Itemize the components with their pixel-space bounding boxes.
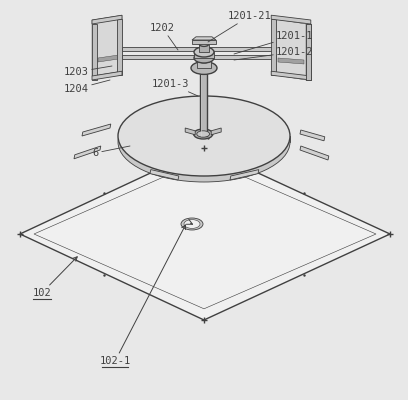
Text: 1201-1: 1201-1 bbox=[234, 31, 313, 54]
Polygon shape bbox=[194, 52, 214, 58]
Polygon shape bbox=[230, 170, 259, 180]
Ellipse shape bbox=[118, 102, 290, 182]
Polygon shape bbox=[306, 24, 311, 80]
Ellipse shape bbox=[181, 218, 203, 230]
Polygon shape bbox=[92, 15, 122, 76]
Ellipse shape bbox=[194, 53, 214, 63]
Ellipse shape bbox=[194, 47, 214, 57]
Polygon shape bbox=[150, 170, 179, 180]
Polygon shape bbox=[92, 71, 122, 80]
Polygon shape bbox=[74, 146, 101, 159]
Polygon shape bbox=[118, 136, 290, 142]
Text: 1204: 1204 bbox=[64, 80, 110, 94]
Ellipse shape bbox=[118, 96, 290, 176]
Polygon shape bbox=[271, 71, 311, 80]
Polygon shape bbox=[192, 37, 216, 40]
Polygon shape bbox=[117, 19, 122, 75]
Polygon shape bbox=[185, 128, 195, 135]
Polygon shape bbox=[271, 15, 311, 24]
Polygon shape bbox=[82, 124, 111, 136]
Text: 1203: 1203 bbox=[64, 66, 112, 77]
Ellipse shape bbox=[199, 42, 209, 46]
Polygon shape bbox=[20, 148, 390, 320]
Polygon shape bbox=[197, 59, 211, 68]
Ellipse shape bbox=[194, 129, 213, 139]
Ellipse shape bbox=[197, 131, 210, 137]
Polygon shape bbox=[200, 72, 207, 136]
Text: 102-1: 102-1 bbox=[100, 225, 186, 366]
Ellipse shape bbox=[184, 220, 200, 228]
Text: 1202: 1202 bbox=[150, 23, 178, 50]
Polygon shape bbox=[98, 55, 117, 62]
Polygon shape bbox=[122, 47, 276, 51]
Ellipse shape bbox=[197, 56, 211, 63]
Polygon shape bbox=[300, 146, 329, 160]
Polygon shape bbox=[192, 40, 216, 44]
Polygon shape bbox=[306, 24, 311, 80]
Polygon shape bbox=[271, 19, 276, 75]
Text: 1201-21: 1201-21 bbox=[208, 11, 272, 42]
Polygon shape bbox=[300, 130, 325, 141]
Ellipse shape bbox=[191, 62, 217, 74]
Polygon shape bbox=[92, 24, 97, 80]
Polygon shape bbox=[276, 19, 306, 80]
Polygon shape bbox=[278, 58, 304, 64]
Polygon shape bbox=[122, 55, 276, 59]
Polygon shape bbox=[211, 128, 221, 135]
Text: 1201-2: 1201-2 bbox=[234, 47, 313, 60]
Polygon shape bbox=[199, 44, 209, 52]
Polygon shape bbox=[92, 15, 122, 24]
Text: 6: 6 bbox=[93, 146, 130, 158]
Text: 102: 102 bbox=[33, 257, 77, 298]
Text: 1201-3: 1201-3 bbox=[152, 79, 198, 96]
